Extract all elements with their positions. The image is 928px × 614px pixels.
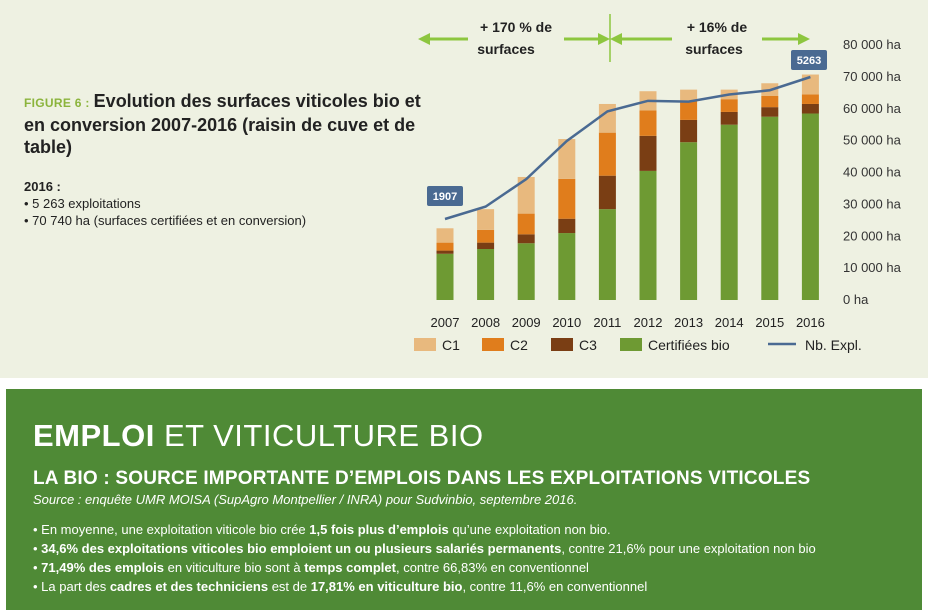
bar-segment xyxy=(598,209,616,300)
bar-segment xyxy=(639,135,657,171)
arrowhead-right xyxy=(798,33,810,45)
bullet-list: • En moyenne, une exploitation viticole … xyxy=(33,520,816,596)
bar-segment xyxy=(558,218,576,234)
legend-swatch xyxy=(482,338,504,351)
x-tick-label: 2014 xyxy=(715,315,744,330)
x-tick-label: 2013 xyxy=(674,315,703,330)
summary-line: • 5 263 exploitations xyxy=(24,196,141,211)
growth-label-bg xyxy=(672,14,762,62)
figure-summary: 2016 : • 5 263 exploitations • 70 740 ha… xyxy=(24,178,306,229)
bar-segment xyxy=(598,175,616,210)
y-tick-label: 30 000 ha xyxy=(843,196,902,211)
bar-segment xyxy=(801,103,819,114)
section-subtitle: LA BIO : SOURCE IMPORTANTE D’EMPLOIS DAN… xyxy=(33,468,811,489)
bar-segment xyxy=(517,176,535,214)
point-label-bg xyxy=(791,50,827,70)
legend-label: C3 xyxy=(579,337,597,353)
bar-segment xyxy=(680,119,698,143)
figure-title-text: Evolution des surfaces viticoles bio et … xyxy=(24,91,421,157)
arrowhead-mid-right xyxy=(598,33,610,45)
growth-label: + 16% de xyxy=(687,19,748,35)
x-tick-label: 2008 xyxy=(471,315,500,330)
point-label: 5263 xyxy=(797,55,821,67)
bar-segment xyxy=(477,249,495,300)
y-tick-label: 10 000 ha xyxy=(843,260,902,275)
bar-segment xyxy=(680,89,698,101)
bar-segment xyxy=(558,178,576,219)
x-tick-label: 2015 xyxy=(755,315,784,330)
legend-label: Nb. Expl. xyxy=(805,337,862,353)
section-title: EMPLOI ET VITICULTURE BIO xyxy=(33,418,484,453)
stacked-bar-chart: + 170 % de surfaces + 16% de surfaces 0 … xyxy=(414,14,902,353)
bar-segment xyxy=(720,124,738,300)
bar-segment xyxy=(761,107,779,117)
y-tick-label: 70 000 ha xyxy=(843,69,902,84)
bar-segment xyxy=(477,242,495,249)
bar-segment xyxy=(598,132,616,176)
bullet-item: • En moyenne, une exploitation viticole … xyxy=(33,522,611,537)
legend-label: C2 xyxy=(510,337,528,353)
x-tick-label: 2011 xyxy=(593,315,621,330)
bar-segment xyxy=(436,228,454,243)
bar-segment xyxy=(477,209,495,230)
point-label: 1907 xyxy=(433,191,457,203)
summary-line: • 70 740 ha (surfaces certifiées et en c… xyxy=(24,213,307,228)
legend-swatch xyxy=(551,338,573,351)
bar-segment xyxy=(639,170,657,300)
bar-segment xyxy=(761,116,779,300)
bar-segment xyxy=(436,250,454,254)
legend-swatch xyxy=(620,338,642,351)
growth-label: surfaces xyxy=(477,41,535,57)
bar-segment xyxy=(680,100,698,120)
bar-segment xyxy=(517,213,535,235)
bar-segment xyxy=(801,113,819,300)
growth-label: surfaces xyxy=(685,41,743,57)
bar-segment xyxy=(517,243,535,300)
bar-segment xyxy=(436,242,454,251)
bar-segment xyxy=(761,96,779,108)
bar-segment xyxy=(598,103,616,133)
summary-year: 2016 : xyxy=(24,179,61,194)
figure-title: FIGURE 6 : Evolution des surfaces viticol… xyxy=(24,90,424,158)
bar-segment xyxy=(639,110,657,136)
bar-segment xyxy=(436,253,454,300)
y-tick-label: 50 000 ha xyxy=(843,133,902,148)
y-tick-label: 60 000 ha xyxy=(843,101,902,116)
y-tick-label: 80 000 ha xyxy=(843,37,902,52)
y-tick-label: 20 000 ha xyxy=(843,228,902,243)
growth-label-bg xyxy=(468,14,564,62)
bar-segment xyxy=(720,99,738,112)
bullet-item: • 34,6% des exploitations viticoles bio … xyxy=(33,541,816,556)
y-tick-label: 0 ha xyxy=(843,292,869,307)
bar-segment xyxy=(477,229,495,243)
point-label-bg xyxy=(427,186,463,206)
growth-arrows: + 170 % de surfaces + 16% de surfaces xyxy=(418,14,810,62)
x-tick-label: 2016 xyxy=(796,315,825,330)
bullet-item: • 71,49% des emplois en viticulture bio … xyxy=(33,560,589,575)
section-source: Source : enquête UMR MOISA (SupAgro Mont… xyxy=(33,492,578,507)
legend-swatch xyxy=(414,338,436,351)
bar-segment xyxy=(720,111,738,125)
y-tick-label: 40 000 ha xyxy=(843,165,902,180)
x-tick-label: 2010 xyxy=(552,315,581,330)
legend-label: Certifiées bio xyxy=(648,337,730,353)
bar-segment xyxy=(558,139,576,179)
series-line xyxy=(444,75,811,221)
bullet-item: • La part des cadres et des techniciens … xyxy=(33,579,648,594)
growth-label: + 170 % de xyxy=(480,19,552,35)
arrowhead-mid-left xyxy=(610,33,622,45)
employment-section: EMPLOI ET VITICULTURE BIO LA BIO : SOURC… xyxy=(6,389,922,610)
figure-label: FIGURE 6 : xyxy=(24,96,90,110)
bar-segment xyxy=(680,142,698,300)
bar-segment xyxy=(801,94,819,104)
x-tick-label: 2009 xyxy=(512,315,541,330)
legend-label: C1 xyxy=(442,337,460,353)
x-tick-label: 2012 xyxy=(634,315,663,330)
x-tick-label: 2007 xyxy=(431,315,460,330)
bar-segment xyxy=(558,233,576,300)
arrowhead-left xyxy=(418,33,430,45)
bar-segment xyxy=(517,234,535,244)
